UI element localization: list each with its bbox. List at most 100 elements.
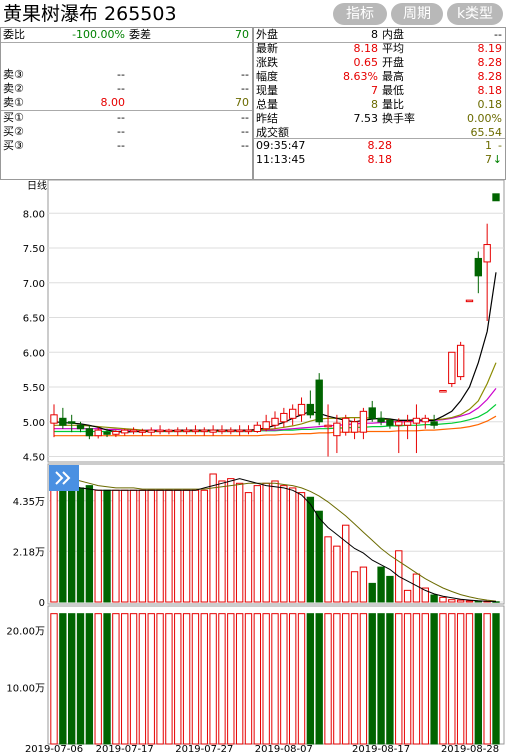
open-interest-bar (235, 613, 244, 745)
volume-tick-label: 4.35万 (13, 497, 45, 508)
latest-value: 8.18 (353, 42, 379, 55)
candle-body (129, 429, 138, 433)
ask-volume: -- (241, 68, 249, 81)
open-interest-bar (359, 613, 368, 745)
instrument-title: 黄果树瀑布 265503 (3, 3, 177, 25)
open-interest-bar (227, 613, 235, 745)
volume-bar (448, 599, 456, 603)
candle-body (94, 429, 102, 437)
volume-bar (191, 489, 200, 603)
low-label: 最低 (382, 84, 404, 97)
volume-bar (288, 487, 297, 603)
price-tick-label: 7.00 (23, 279, 45, 290)
volume-bar (359, 566, 368, 603)
quote-row-latest: 最新 8.18 平均 8.19 (254, 42, 505, 55)
candle-body (191, 429, 200, 433)
divider (1, 110, 252, 111)
bid-label: 买② (3, 125, 24, 138)
volume-bar (412, 573, 421, 603)
waipan-label: 外盘 (256, 28, 278, 41)
candle-body (138, 430, 147, 433)
open-interest-bar (103, 613, 111, 745)
price-tick-label: 6.00 (23, 348, 45, 359)
candles (50, 193, 500, 457)
bid-price: -- (117, 139, 125, 152)
candle-body (474, 257, 483, 277)
high-label: 最高 (382, 70, 404, 83)
turnover-rate-label: 换手率 (382, 112, 415, 125)
open-interest-bar (465, 613, 474, 745)
tick-volume: 7 (485, 153, 492, 166)
waipan-value: 8 (371, 28, 378, 41)
open-interest-bar (324, 613, 332, 745)
volume-bar (59, 489, 67, 603)
date-label: 2019-08-28 (441, 744, 499, 755)
quote-row-settle: 昨结 7.53 换手率 0.00% (254, 112, 505, 125)
total-volume-value: 8 (371, 98, 378, 111)
volume-bar (218, 480, 226, 603)
candle-body (288, 408, 297, 419)
vol_ma10-line (53, 475, 497, 602)
open-interest-bar (50, 613, 58, 745)
neipan-label: 内盘 (382, 28, 404, 41)
candle-body (200, 429, 208, 433)
axis-labels: 8.00 7.50 7.00 6.50 6.00 5.50 5.00 4.50 4.35万 2.1… (6, 209, 45, 694)
ask-row-3: 卖③ -- -- (1, 68, 252, 81)
prev-settle-label: 昨结 (256, 112, 278, 125)
ask-price: 8.00 (100, 96, 126, 109)
volume-bars (50, 473, 500, 603)
volume-bar (244, 492, 253, 603)
candle-body (165, 429, 173, 433)
open-interest-bar (315, 613, 323, 745)
kline-chart[interactable]: 日线 8.00 7.50 7.00 6.50 6.00 5.50 5.00 4.50 4.35万… (0, 180, 506, 756)
quote-row-total: 总量 8 量比 0.18 (254, 98, 505, 111)
ask-label: 卖③ (3, 68, 24, 81)
open-interest-bar (174, 613, 182, 745)
price-panel (47, 180, 505, 463)
bid-row-1: 买① -- -- (1, 111, 252, 124)
open-interest-bar (85, 613, 94, 745)
volume-bar (76, 487, 85, 603)
open-interest-bar (138, 613, 147, 745)
open-value: 8.28 (477, 56, 503, 69)
date-label: 2019-08-17 (352, 744, 410, 755)
open-interest-bar (271, 613, 279, 745)
volume-tick-label: 0 (39, 598, 45, 609)
expand-button[interactable] (49, 465, 79, 491)
volume-bar (50, 487, 58, 603)
open-interest-bar (439, 613, 447, 745)
expand-button-bg[interactable] (49, 465, 79, 491)
volume-bar (324, 536, 332, 603)
volume-bar (129, 489, 138, 603)
candle-body (235, 429, 244, 433)
period-button[interactable]: 周期 (391, 3, 443, 25)
kline-type-button[interactable]: k类型 (447, 3, 503, 25)
candle-body (492, 193, 500, 202)
volume-bar (227, 478, 235, 603)
volume-bar (280, 485, 288, 603)
candle-body (350, 421, 359, 433)
indicator-button[interactable]: 指标 (333, 3, 387, 25)
volume-bar (386, 575, 394, 603)
webi-value: -100.00% (72, 28, 125, 41)
date-label: 2019-07-27 (175, 744, 233, 755)
volume-bar (262, 482, 270, 603)
open-interest-tick-label: 10.00万 (6, 683, 45, 694)
open-interest-bar (147, 613, 155, 745)
divider (1, 42, 252, 43)
open-interest-bar (112, 613, 120, 745)
volume-bar (174, 489, 182, 603)
ask-label: 卖② (3, 82, 24, 95)
price-tick-label: 8.00 (23, 209, 45, 220)
open-interest-bar (430, 613, 438, 745)
double-chevron-right-icon[interactable] (55, 471, 71, 485)
volume-ratio-value: 0.18 (477, 98, 503, 111)
open-interest-bar (200, 613, 208, 745)
candle-body (209, 429, 217, 433)
open-interest-bar (129, 613, 138, 745)
candle-body (324, 424, 332, 428)
open-interest-bar (191, 613, 200, 745)
open-interest-bar (244, 613, 253, 745)
bid-label: 买① (3, 111, 24, 124)
volume-bar (165, 489, 173, 603)
